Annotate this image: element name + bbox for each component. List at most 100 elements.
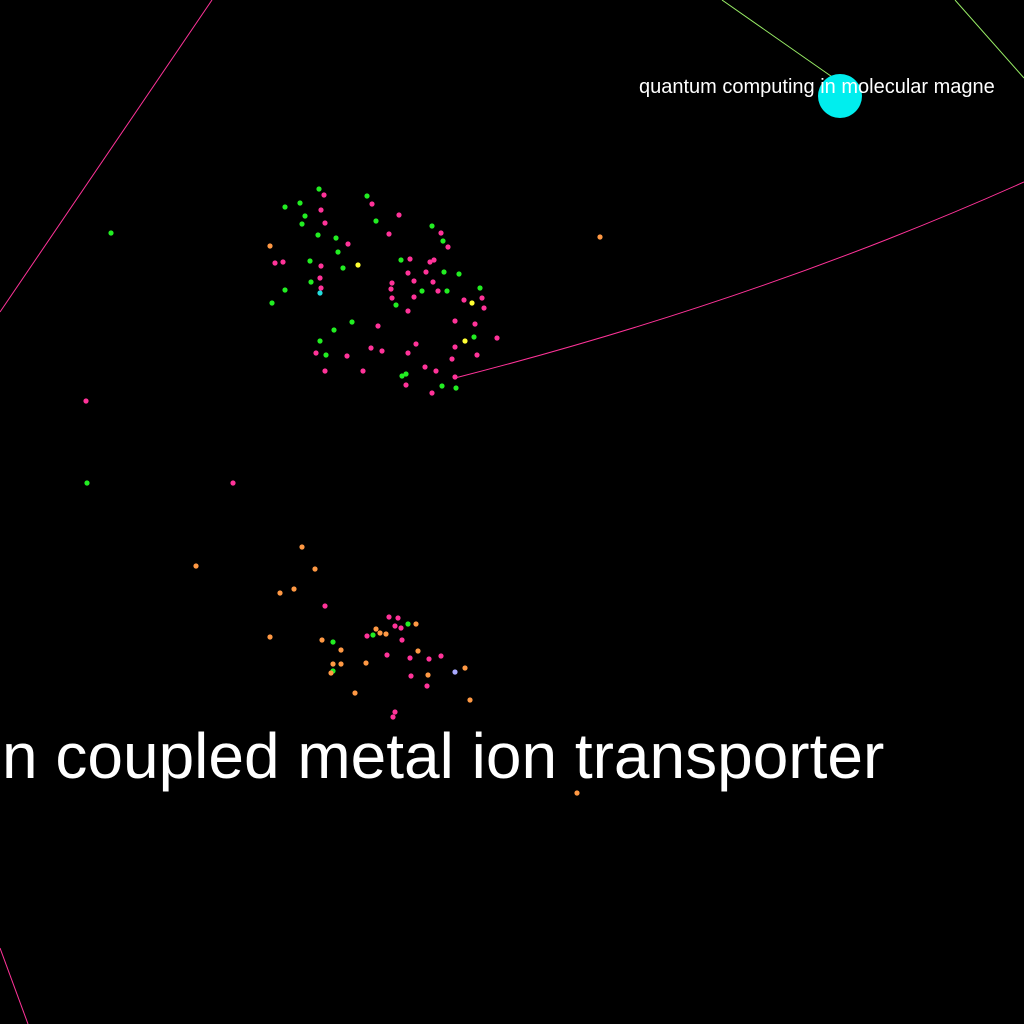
graph-node[interactable] [375,323,381,329]
graph-node[interactable] [272,260,278,266]
graph-node[interactable] [84,480,90,486]
graph-node[interactable] [308,279,314,285]
graph-node[interactable] [330,661,336,667]
graph-node[interactable] [422,364,428,370]
graph-node[interactable] [386,231,392,237]
graph-node[interactable] [291,586,297,592]
graph-node[interactable] [328,670,334,676]
graph-node[interactable] [355,262,361,268]
graph-node[interactable] [319,637,325,643]
graph-node[interactable] [461,297,467,303]
graph-node[interactable] [405,350,411,356]
graph-node[interactable] [389,280,395,286]
graph-node[interactable] [299,221,305,227]
graph-node[interactable] [405,270,411,276]
graph-node[interactable] [318,207,324,213]
graph-node[interactable] [452,669,458,675]
graph-node[interactable] [456,271,462,277]
graph-node[interactable] [315,232,321,238]
graph-node[interactable] [597,234,603,240]
graph-node[interactable] [435,288,441,294]
graph-node[interactable] [317,290,323,296]
graph-node[interactable] [377,630,383,636]
graph-node[interactable] [313,350,319,356]
graph-node[interactable] [370,632,376,638]
graph-node[interactable] [405,308,411,314]
graph-node[interactable] [415,648,421,654]
graph-node[interactable] [299,544,305,550]
graph-node[interactable] [452,318,458,324]
graph-node[interactable] [393,302,399,308]
graph-node[interactable] [395,615,401,621]
graph-node[interactable] [322,220,328,226]
graph-node[interactable] [423,269,429,275]
graph-node[interactable] [452,344,458,350]
graph-node[interactable] [452,374,458,380]
graph-node[interactable] [330,639,336,645]
graph-node[interactable] [445,244,451,250]
graph-node[interactable] [267,634,273,640]
graph-node[interactable] [429,390,435,396]
graph-node[interactable] [364,193,370,199]
graph-node[interactable] [302,213,308,219]
graph-node[interactable] [426,656,432,662]
graph-node[interactable] [441,269,447,275]
graph-node[interactable] [312,566,318,572]
graph-node[interactable] [364,633,370,639]
graph-node[interactable] [433,368,439,374]
graph-node[interactable] [267,243,273,249]
graph-node[interactable] [373,626,379,632]
graph-node[interactable] [440,238,446,244]
graph-node[interactable] [83,398,89,404]
graph-node[interactable] [471,334,477,340]
graph-node[interactable] [411,294,417,300]
graph-node[interactable] [386,614,392,620]
graph-node[interactable] [481,305,487,311]
graph-node[interactable] [282,204,288,210]
graph-node[interactable] [407,655,413,661]
graph-node[interactable] [389,295,395,301]
graph-node[interactable] [373,218,379,224]
graph-node[interactable] [379,348,385,354]
graph-node[interactable] [335,249,341,255]
graph-node[interactable] [425,672,431,678]
graph-node[interactable] [427,259,433,265]
graph-node[interactable] [269,300,275,306]
graph-node[interactable] [574,790,580,796]
graph-node[interactable] [399,373,405,379]
graph-node[interactable] [403,371,409,377]
graph-node[interactable] [383,631,389,637]
graph-node[interactable] [282,287,288,293]
graph-node[interactable] [280,259,286,265]
graph-node[interactable] [407,256,413,262]
graph-node[interactable] [444,288,450,294]
graph-node[interactable] [363,660,369,666]
graph-node[interactable] [439,383,445,389]
graph-node[interactable] [429,223,435,229]
graph-node[interactable] [345,241,351,247]
graph-node[interactable] [453,385,459,391]
graph-node[interactable] [392,709,398,715]
graph-node[interactable] [431,257,437,263]
graph-node[interactable] [307,258,313,264]
highlighted-node[interactable] [818,74,862,118]
graph-node[interactable] [438,653,444,659]
graph-node[interactable] [469,300,475,306]
graph-node[interactable] [419,288,425,294]
graph-node[interactable] [424,683,430,689]
graph-node[interactable] [474,352,480,358]
graph-node[interactable] [318,263,324,269]
graph-node[interactable] [408,673,414,679]
graph-node[interactable] [399,637,405,643]
graph-node[interactable] [494,335,500,341]
graph-node[interactable] [316,186,322,192]
graph-node[interactable] [360,368,366,374]
graph-node[interactable] [398,625,404,631]
graph-node[interactable] [322,603,328,609]
graph-node[interactable] [321,192,327,198]
graph-node[interactable] [388,286,394,292]
graph-node[interactable] [405,621,411,627]
graph-node[interactable] [413,341,419,347]
graph-node[interactable] [352,690,358,696]
graph-node[interactable] [390,714,396,720]
